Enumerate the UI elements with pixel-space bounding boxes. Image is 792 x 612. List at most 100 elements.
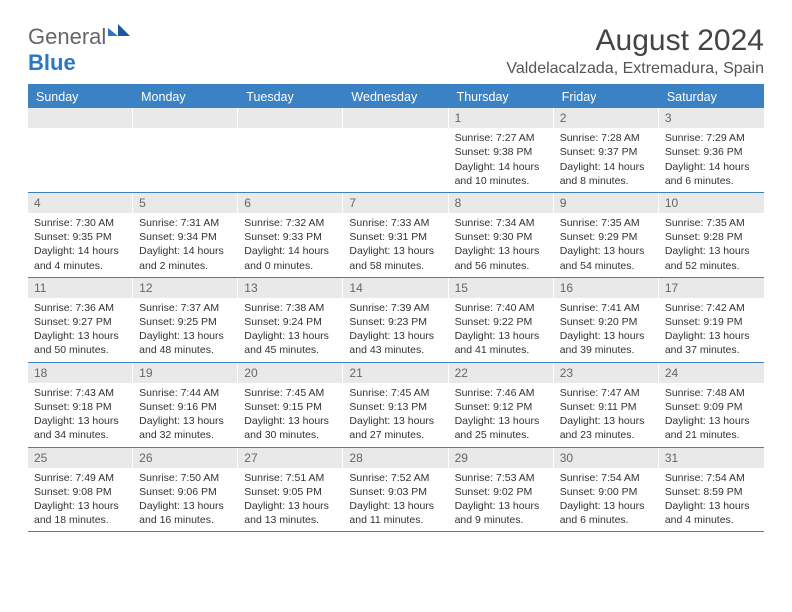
day-body: Sunrise: 7:39 AMSunset: 9:23 PMDaylight:… (343, 298, 448, 362)
daylight-text: Daylight: 13 hours and 43 minutes. (349, 329, 442, 357)
day-number: 25 (28, 448, 133, 468)
day-number: 1 (449, 108, 554, 128)
sunset-text: Sunset: 9:28 PM (665, 230, 758, 244)
sunset-text: Sunset: 8:59 PM (665, 485, 758, 499)
day-number: 13 (238, 278, 343, 298)
location-text: Valdelacalzada, Extremadura, Spain (506, 60, 764, 78)
dow-thursday: Thursday (449, 86, 554, 108)
sunset-text: Sunset: 9:11 PM (560, 400, 653, 414)
day-cell: 16Sunrise: 7:41 AMSunset: 9:20 PMDayligh… (554, 278, 659, 362)
day-number: 16 (554, 278, 659, 298)
day-cell: 25Sunrise: 7:49 AMSunset: 9:08 PMDayligh… (28, 448, 133, 532)
sunrise-text: Sunrise: 7:46 AM (455, 386, 548, 400)
day-body: Sunrise: 7:27 AMSunset: 9:38 PMDaylight:… (449, 128, 554, 192)
day-number: 12 (133, 278, 238, 298)
sunrise-text: Sunrise: 7:29 AM (665, 131, 758, 145)
sunrise-text: Sunrise: 7:37 AM (139, 301, 232, 315)
sunrise-text: Sunrise: 7:54 AM (560, 471, 653, 485)
day-number: 15 (449, 278, 554, 298)
sunset-text: Sunset: 9:05 PM (244, 485, 337, 499)
day-body: Sunrise: 7:34 AMSunset: 9:30 PMDaylight:… (449, 213, 554, 277)
day-number: 27 (238, 448, 343, 468)
daylight-text: Daylight: 14 hours and 6 minutes. (665, 160, 758, 188)
sunset-text: Sunset: 9:20 PM (560, 315, 653, 329)
day-number: 21 (343, 363, 448, 383)
day-body: Sunrise: 7:50 AMSunset: 9:06 PMDaylight:… (133, 468, 238, 532)
day-cell: 8Sunrise: 7:34 AMSunset: 9:30 PMDaylight… (449, 193, 554, 277)
sunrise-text: Sunrise: 7:47 AM (560, 386, 653, 400)
daylight-text: Daylight: 13 hours and 54 minutes. (560, 244, 653, 272)
sunset-text: Sunset: 9:12 PM (455, 400, 548, 414)
daylight-text: Daylight: 13 hours and 16 minutes. (139, 499, 232, 527)
day-number (238, 108, 343, 128)
sunrise-text: Sunrise: 7:44 AM (139, 386, 232, 400)
day-cell: 7Sunrise: 7:33 AMSunset: 9:31 PMDaylight… (343, 193, 448, 277)
day-number: 22 (449, 363, 554, 383)
day-cell: 3 Sunrise: 7:29 AMSunset: 9:36 PMDaylight… (659, 108, 764, 192)
sunrise-text: Sunrise: 7:45 AM (349, 386, 442, 400)
day-number: 20 (238, 363, 343, 383)
day-number: 10 (659, 193, 764, 213)
day-body: Sunrise: 7:37 AMSunset: 9:25 PMDaylight:… (133, 298, 238, 362)
day-cell: 13Sunrise: 7:38 AMSunset: 9:24 PMDayligh… (238, 278, 343, 362)
day-number: 24 (659, 363, 764, 383)
sunset-text: Sunset: 9:29 PM (560, 230, 653, 244)
day-number: 29 (449, 448, 554, 468)
daylight-text: Daylight: 13 hours and 27 minutes. (349, 414, 442, 442)
sunrise-text: Sunrise: 7:41 AM (560, 301, 653, 315)
day-cell: 15Sunrise: 7:40 AMSunset: 9:22 PMDayligh… (449, 278, 554, 362)
daylight-text: Daylight: 13 hours and 30 minutes. (244, 414, 337, 442)
week-row: 25Sunrise: 7:49 AMSunset: 9:08 PMDayligh… (28, 448, 764, 533)
sunset-text: Sunset: 9:36 PM (665, 145, 758, 159)
day-number: 31 (659, 448, 764, 468)
day-body: Sunrise: 7:41 AMSunset: 9:20 PMDaylight:… (554, 298, 659, 362)
sunset-text: Sunset: 9:16 PM (139, 400, 232, 414)
day-body: Sunrise: 7:54 AMSunset: 9:00 PMDaylight:… (554, 468, 659, 532)
day-cell: 21Sunrise: 7:45 AMSunset: 9:13 PMDayligh… (343, 363, 448, 447)
daylight-text: Daylight: 13 hours and 11 minutes. (349, 499, 442, 527)
daylight-text: Daylight: 13 hours and 18 minutes. (34, 499, 127, 527)
day-body: Sunrise: 7:30 AMSunset: 9:35 PMDaylight:… (28, 213, 133, 277)
daylight-text: Daylight: 13 hours and 32 minutes. (139, 414, 232, 442)
day-body: Sunrise: 7:48 AMSunset: 9:09 PMDaylight:… (659, 383, 764, 447)
day-cell (343, 108, 448, 192)
week-row: 1Sunrise: 7:27 AMSunset: 9:38 PMDaylight… (28, 108, 764, 193)
dow-wednesday: Wednesday (343, 86, 448, 108)
logo-text-2: Blue (28, 50, 76, 75)
daylight-text: Daylight: 13 hours and 45 minutes. (244, 329, 337, 357)
day-cell: 27Sunrise: 7:51 AMSunset: 9:05 PMDayligh… (238, 448, 343, 532)
day-number: 17 (659, 278, 764, 298)
day-body: Sunrise: 7:36 AMSunset: 9:27 PMDaylight:… (28, 298, 133, 362)
daylight-text: Daylight: 14 hours and 8 minutes. (560, 160, 653, 188)
sunset-text: Sunset: 9:02 PM (455, 485, 548, 499)
sunset-text: Sunset: 9:33 PM (244, 230, 337, 244)
day-body: Sunrise: 7:35 AMSunset: 9:28 PMDaylight:… (659, 213, 764, 277)
dow-saturday: Saturday (659, 86, 764, 108)
daylight-text: Daylight: 13 hours and 23 minutes. (560, 414, 653, 442)
sunrise-text: Sunrise: 7:54 AM (665, 471, 758, 485)
sunset-text: Sunset: 9:03 PM (349, 485, 442, 499)
day-number (133, 108, 238, 128)
day-number: 7 (343, 193, 448, 213)
day-body: Sunrise: 7:49 AMSunset: 9:08 PMDaylight:… (28, 468, 133, 532)
sunrise-text: Sunrise: 7:28 AM (560, 131, 653, 145)
day-cell: 28Sunrise: 7:52 AMSunset: 9:03 PMDayligh… (343, 448, 448, 532)
day-number: 5 (133, 193, 238, 213)
day-body: Sunrise: 7:33 AMSunset: 9:31 PMDaylight:… (343, 213, 448, 277)
daylight-text: Daylight: 14 hours and 0 minutes. (244, 244, 337, 272)
sunset-text: Sunset: 9:00 PM (560, 485, 653, 499)
daylight-text: Daylight: 13 hours and 13 minutes. (244, 499, 337, 527)
sunset-text: Sunset: 9:23 PM (349, 315, 442, 329)
sunset-text: Sunset: 9:15 PM (244, 400, 337, 414)
day-number: 28 (343, 448, 448, 468)
day-number: 3 (659, 108, 764, 128)
dow-tuesday: Tuesday (238, 86, 343, 108)
calendar: Sunday Monday Tuesday Wednesday Thursday… (28, 84, 764, 532)
day-number: 4 (28, 193, 133, 213)
day-cell: 9Sunrise: 7:35 AMSunset: 9:29 PMDaylight… (554, 193, 659, 277)
day-body: Sunrise: 7:46 AMSunset: 9:12 PMDaylight:… (449, 383, 554, 447)
week-row: 4Sunrise: 7:30 AMSunset: 9:35 PMDaylight… (28, 193, 764, 278)
sunset-text: Sunset: 9:25 PM (139, 315, 232, 329)
day-cell: 29Sunrise: 7:53 AMSunset: 9:02 PMDayligh… (449, 448, 554, 532)
day-body: Sunrise: 7:45 AMSunset: 9:13 PMDaylight:… (343, 383, 448, 447)
